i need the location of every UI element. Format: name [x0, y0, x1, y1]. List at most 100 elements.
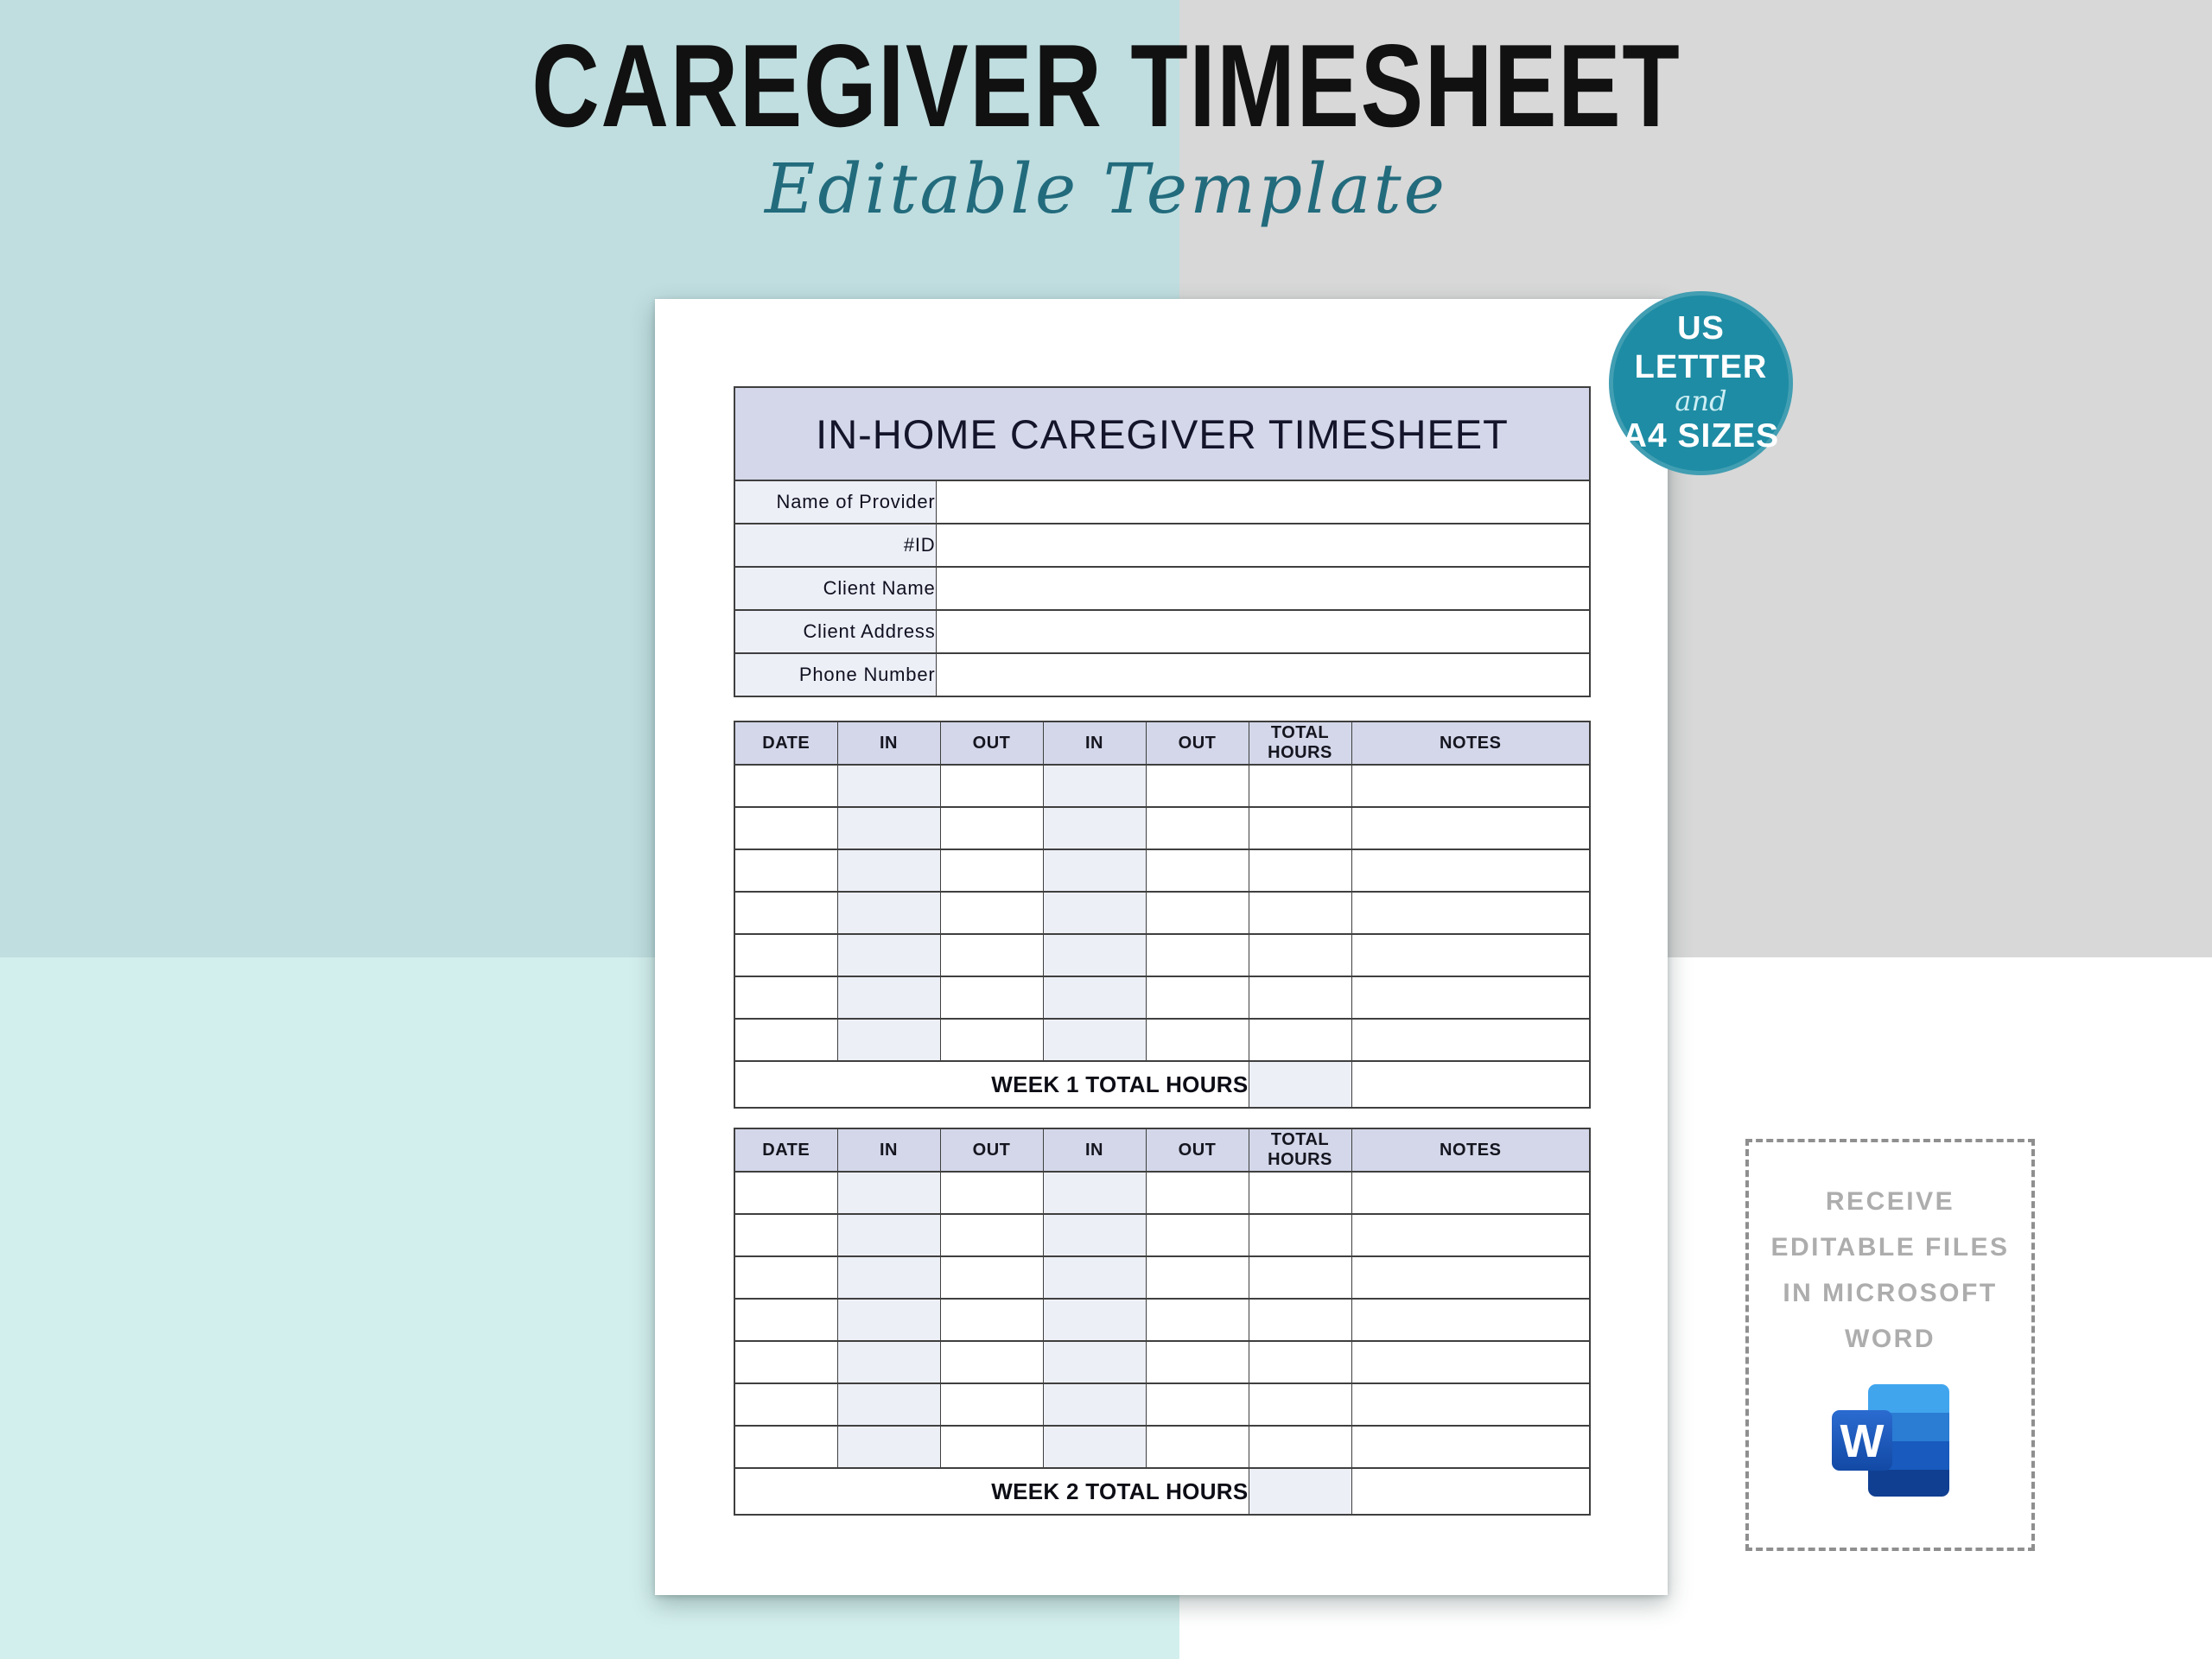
- timesheet-cell: [1248, 891, 1352, 935]
- promo-line: EDITABLE FILES: [1770, 1233, 2010, 1262]
- timesheet-cell: [1351, 976, 1591, 1020]
- column-header: OUT: [1145, 721, 1249, 766]
- timesheet-row: [734, 976, 1591, 1020]
- timesheet-cell: [939, 933, 1044, 977]
- timesheet-cell: [836, 933, 941, 977]
- timesheet-cell: [836, 1255, 941, 1300]
- timesheet-row: [734, 1382, 1591, 1427]
- promo-line: IN MICROSOFT: [1783, 1279, 1998, 1307]
- document-title: IN-HOME CAREGIVER TIMESHEET: [734, 386, 1591, 481]
- timesheet-cell: [836, 891, 941, 935]
- info-row: Client Name: [734, 566, 1591, 611]
- timesheet-cell: [734, 1255, 838, 1300]
- week-total-notes-cell: [1351, 1060, 1591, 1109]
- timesheet-row: [734, 891, 1591, 935]
- info-label-cell: Name of Provider: [734, 480, 937, 524]
- info-row: #ID: [734, 523, 1591, 568]
- info-value-cell: [935, 652, 1591, 697]
- info-label-cell: #ID: [734, 523, 937, 568]
- info-row: Name of Provider: [734, 480, 1591, 524]
- timesheet-cell: [1145, 976, 1249, 1020]
- timesheet-cell: [1351, 1255, 1591, 1300]
- page-title: CAREGIVER TIMESHEET: [531, 20, 1681, 151]
- timesheet-cell: [1042, 1018, 1147, 1062]
- timesheet-cell: [1351, 1298, 1591, 1342]
- column-header: OUT: [939, 1128, 1044, 1173]
- timesheet-cell: [1248, 976, 1352, 1020]
- timesheet-cell: [939, 1298, 1044, 1342]
- timesheet-cell: [734, 1340, 838, 1384]
- column-header: IN: [836, 721, 941, 766]
- timesheet-cell: [1351, 806, 1591, 850]
- timesheet-row: [734, 1298, 1591, 1342]
- timesheet-cell: [1042, 764, 1147, 808]
- timesheet-cell: [1351, 933, 1591, 977]
- timesheet-cell: [1248, 1171, 1352, 1215]
- timesheet-cell: [1248, 933, 1352, 977]
- timesheet-cell: [734, 1018, 838, 1062]
- timesheet-cell: [939, 1382, 1044, 1427]
- timesheet-row: [734, 1213, 1591, 1257]
- timesheet-cell: [734, 1213, 838, 1257]
- timesheet-cell: [734, 1171, 838, 1215]
- column-header: DATE: [734, 1128, 838, 1173]
- editable-files-promo-box: RECEIVE EDITABLE FILES IN MICROSOFT WORD: [1745, 1139, 2035, 1551]
- timesheet-cell: [836, 849, 941, 893]
- timesheet-cell: [1042, 1171, 1147, 1215]
- timesheet-cell: [1351, 1018, 1591, 1062]
- week-total-label: WEEK 2 TOTAL HOURS: [734, 1467, 1249, 1516]
- timesheet-cell: [1351, 1340, 1591, 1384]
- timesheet-row: [734, 1340, 1591, 1384]
- timesheet-cell: [1042, 1382, 1147, 1427]
- timesheet-cell: [1145, 1018, 1249, 1062]
- timesheet-cell: [1248, 1213, 1352, 1257]
- info-value-cell: [935, 609, 1591, 654]
- badge-text-us: US: [1677, 310, 1725, 346]
- timesheet-cell: [1145, 1255, 1249, 1300]
- timesheet-cell: [1248, 849, 1352, 893]
- timesheet-cell: [1145, 891, 1249, 935]
- timesheet-cell: [1248, 1340, 1352, 1384]
- timesheet-cell: [836, 1298, 941, 1342]
- timesheet-row: [734, 1425, 1591, 1469]
- timesheet-cell: [1042, 1255, 1147, 1300]
- timesheet-cell: [734, 976, 838, 1020]
- timesheet-cell: [1248, 806, 1352, 850]
- timesheet-cell: [1145, 1171, 1249, 1215]
- info-label-cell: Client Name: [734, 566, 937, 611]
- timesheet-cell: [734, 891, 838, 935]
- timesheet-cell: [939, 1425, 1044, 1469]
- column-header: TOTAL HOURS: [1248, 721, 1352, 766]
- promo-line: RECEIVE: [1825, 1187, 1955, 1216]
- provider-info-table: IN-HOME CAREGIVER TIMESHEET Name of Prov…: [734, 386, 1592, 697]
- timesheet-cell: [836, 1382, 941, 1427]
- timesheet-cell: [1145, 849, 1249, 893]
- timesheet-row: [734, 1171, 1591, 1215]
- info-label-cell: Client Address: [734, 609, 937, 654]
- timesheet-cell: [836, 806, 941, 850]
- week-total-row: WEEK 2 TOTAL HOURS: [734, 1467, 1591, 1516]
- timesheet-row: [734, 849, 1591, 893]
- timesheet-cell: [1042, 976, 1147, 1020]
- timesheet-row: [734, 764, 1591, 808]
- timesheet-cell: [939, 1255, 1044, 1300]
- timesheet-cell: [1351, 1382, 1591, 1427]
- timesheet-cell: [1248, 1018, 1352, 1062]
- timesheet-page-preview: IN-HOME CAREGIVER TIMESHEET Name of Prov…: [655, 299, 1668, 1595]
- timesheet-cell: [734, 1425, 838, 1469]
- timesheet-cell: [939, 1018, 1044, 1062]
- timesheet-cell: [1042, 1340, 1147, 1384]
- svg-text:W: W: [1840, 1415, 1884, 1467]
- timesheet-cell: [1145, 1425, 1249, 1469]
- timesheet-cell: [836, 764, 941, 808]
- week-table-head: DATE IN OUT IN OUT TOTAL HOURS NOTES: [734, 1128, 1591, 1173]
- timesheet-cell: [1042, 1213, 1147, 1257]
- timesheet-cell: [939, 1171, 1044, 1215]
- timesheet-cell: [836, 1171, 941, 1215]
- timesheet-cell: [1145, 806, 1249, 850]
- timesheet-cell: [939, 849, 1044, 893]
- timesheet-row: [734, 806, 1591, 850]
- badge-text-a4-sizes: A4 SIZES: [1622, 417, 1780, 454]
- timesheet-cell: [1248, 1255, 1352, 1300]
